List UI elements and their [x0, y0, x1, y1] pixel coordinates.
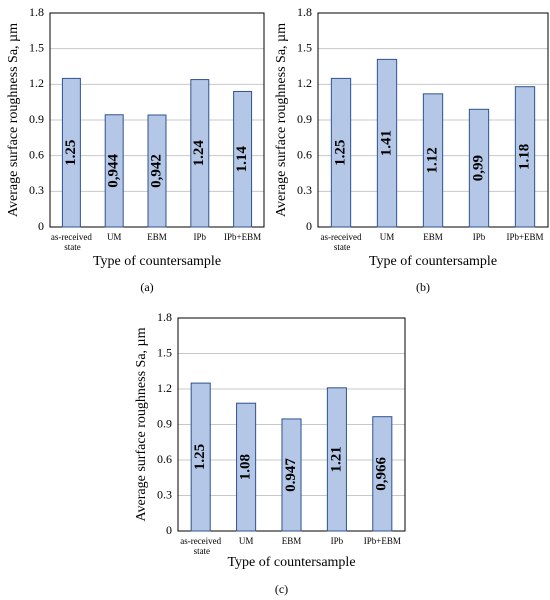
y-tick-label: 0.9	[297, 112, 312, 126]
bar	[376, 58, 398, 228]
value-label: 0,944	[106, 154, 122, 188]
value-label: 1.08	[238, 454, 254, 480]
value-label: 1.18	[516, 144, 532, 170]
value-label: 1.25	[192, 444, 208, 470]
bar	[422, 93, 444, 228]
y-tick-label: 0.6	[157, 452, 172, 466]
bar	[190, 79, 210, 228]
bar	[236, 402, 257, 532]
y-tick-label: 1.8	[297, 5, 312, 19]
x-tick-label: IPb+EBM	[506, 232, 543, 242]
y-tick-label: 0	[306, 219, 312, 233]
y-tick-label: 0.6	[29, 147, 44, 161]
x-tick-label: EBM	[423, 232, 443, 242]
y-tick-label: 1.5	[297, 40, 312, 54]
y-axis-title: Average surface roughness Sa, µm	[274, 23, 289, 217]
value-label: 1.25	[332, 140, 348, 166]
bar	[233, 90, 253, 228]
value-label: 1.21	[328, 446, 344, 472]
x-tick-label: as-received state	[321, 232, 362, 252]
x-axis-title: Type of countersample	[369, 254, 497, 269]
x-tick-label: UM	[380, 232, 395, 242]
value-label: 1.41	[378, 130, 394, 156]
y-axis-title: Average surface roughness Sa, µm	[6, 23, 21, 217]
y-tick-label: 0.6	[297, 147, 312, 161]
x-axis-title: Type of countersample	[227, 555, 355, 570]
value-label: 1.25	[63, 140, 79, 166]
bar	[514, 86, 536, 228]
bar	[326, 387, 347, 532]
y-tick-label: 1.2	[29, 76, 44, 90]
bar	[330, 77, 352, 228]
value-label: 0,99	[470, 155, 486, 181]
y-tick-label: 1.5	[29, 40, 44, 54]
bar	[61, 77, 81, 228]
caption: (b)	[416, 280, 430, 294]
value-label: 0.947	[283, 458, 299, 492]
x-tick-label: as-received state	[51, 232, 92, 252]
y-tick-label: 0	[166, 523, 172, 537]
y-tick-label: 1.5	[157, 345, 172, 359]
value-label: 0,942	[148, 154, 164, 188]
y-tick-label: 1.2	[157, 381, 172, 395]
caption: (c)	[275, 582, 288, 596]
bar	[104, 114, 124, 228]
x-tick-label: IPb	[331, 536, 344, 546]
x-tick-label: IPb	[473, 232, 486, 242]
y-tick-label: 0.3	[29, 183, 44, 197]
x-tick-label: IPb+EBM	[224, 232, 261, 242]
bar	[468, 108, 490, 228]
value-label: 0,966	[374, 456, 390, 490]
value-label: 1.14	[234, 146, 250, 173]
y-tick-label: 1.2	[297, 76, 312, 90]
value-label: 1.24	[191, 140, 207, 167]
x-tick-label: IPb	[194, 232, 207, 242]
x-tick-label: UM	[239, 536, 254, 546]
bar	[281, 418, 302, 532]
y-tick-label: 1.8	[29, 5, 44, 19]
x-tick-label: as-received state	[180, 536, 221, 556]
y-tick-label: 0	[38, 219, 44, 233]
x-tick-label: IPb+EBM	[364, 536, 401, 546]
bar	[372, 416, 393, 532]
x-axis-title: Type of countersample	[93, 254, 221, 269]
caption: (a)	[140, 280, 153, 294]
y-axis-title: Average surface roughness Sa, µm	[134, 327, 149, 521]
x-tick-label: EBM	[282, 536, 302, 546]
y-tick-label: 1.8	[157, 310, 172, 324]
y-tick-label: 0.9	[29, 112, 44, 126]
y-tick-label: 0.3	[297, 183, 312, 197]
value-label: 1.12	[424, 147, 440, 173]
bar	[147, 114, 167, 228]
y-tick-label: 0.9	[157, 416, 172, 430]
x-tick-label: UM	[107, 232, 122, 242]
y-tick-label: 0.3	[157, 487, 172, 501]
x-tick-label: EBM	[147, 232, 167, 242]
bar	[190, 382, 211, 532]
